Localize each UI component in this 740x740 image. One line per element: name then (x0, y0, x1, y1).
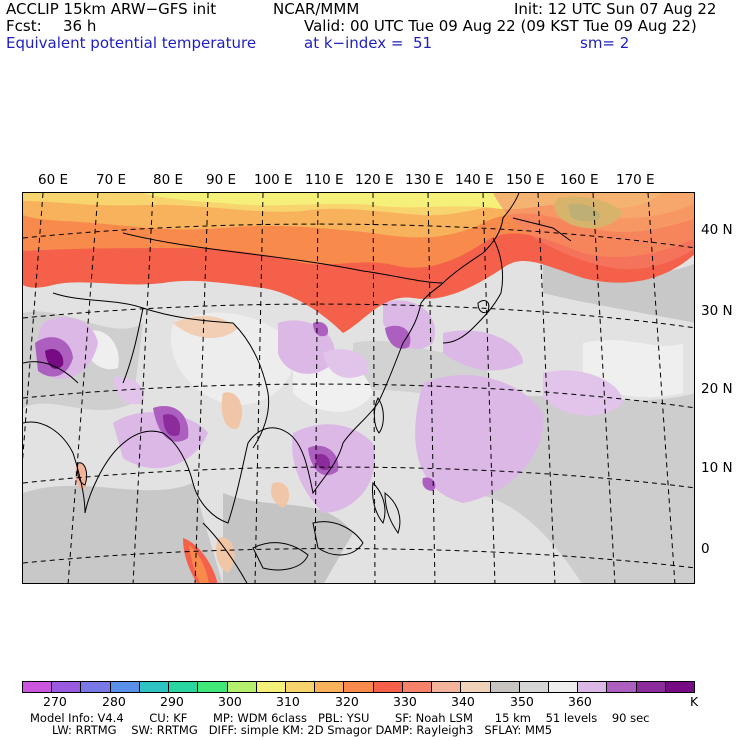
colorbar-swatch (81, 682, 111, 692)
colorbar-swatch (548, 682, 579, 692)
colorbar-swatch (23, 682, 53, 692)
colorbar-swatch (198, 682, 228, 692)
level-index: at k−index = 51 (304, 34, 433, 52)
colorbar (22, 681, 695, 693)
colorbar-tick: 290 (160, 694, 184, 709)
lon-label: 130 E (405, 172, 444, 188)
lon-label: 120 E (355, 172, 394, 188)
lon-label: 100 E (254, 172, 293, 188)
colorbar-tick: 310 (276, 694, 300, 709)
colorbar-swatch (373, 682, 403, 692)
theta-e-field (23, 193, 694, 583)
colorbar-tick: 340 (451, 694, 475, 709)
colorbar-swatch (636, 682, 666, 692)
colorbar-swatch (169, 682, 199, 692)
lon-label: 160 E (560, 172, 599, 188)
colorbar-swatch (607, 682, 637, 692)
lat-label: 20 N (701, 381, 733, 397)
field-name: Equivalent potential temperature (6, 34, 257, 52)
lon-label: 110 E (305, 172, 344, 188)
lon-label: 170 E (616, 172, 655, 188)
lat-label: 40 N (701, 222, 733, 238)
forecast-hour: 36 h (63, 17, 97, 35)
colorbar-unit: K (690, 694, 699, 709)
colorbar-swatch (256, 682, 286, 692)
colorbar-swatch (315, 682, 345, 692)
init-time: Init: 12 UTC Sun 07 Aug 22 (514, 0, 717, 18)
colorbar-swatch (578, 682, 608, 692)
forecast-label: Fcst: (6, 17, 42, 35)
lon-label: 60 E (38, 172, 68, 188)
colorbar-swatch (432, 682, 462, 692)
colorbar-swatch (110, 682, 140, 692)
colorbar-tick: 320 (335, 694, 359, 709)
colorbar-swatch (665, 682, 695, 692)
lon-label: 70 E (96, 172, 126, 188)
colorbar-tick: 350 (510, 694, 534, 709)
colorbar-swatch (227, 682, 257, 692)
colorbar-swatch (285, 682, 316, 692)
lon-label: 80 E (153, 172, 183, 188)
colorbar-tick: 280 (102, 694, 126, 709)
lon-label: 140 E (455, 172, 494, 188)
organization: NCAR/MMM (273, 0, 360, 18)
colorbar-tick: 360 (568, 694, 592, 709)
map-panel (22, 192, 695, 584)
colorbar-tick: 300 (218, 694, 242, 709)
colorbar-swatch (344, 682, 374, 692)
colorbar-swatch (490, 682, 520, 692)
lat-label: 0 (701, 541, 710, 557)
valid-time: Valid: 00 UTC Tue 09 Aug 22 (09 KST Tue … (304, 17, 697, 35)
model-title: ACCLIP 15km ARW−GFS init (6, 0, 217, 18)
model-info-line: Model Info: V4.4 CU: KF MP: WDM 6class P… (30, 711, 650, 725)
colorbar-swatch (52, 682, 82, 692)
colorbar-tick: 270 (43, 694, 67, 709)
smoothing: sm= 2 (580, 34, 630, 52)
lat-label: 30 N (701, 303, 733, 319)
lon-label: 90 E (206, 172, 236, 188)
lon-label: 150 E (506, 172, 545, 188)
colorbar-swatch (402, 682, 433, 692)
colorbar-swatch (139, 682, 170, 692)
colorbar-swatch (461, 682, 491, 692)
physics-info-line: LW: RRTMG SW: RRTMG DIFF: simple KM: 2D … (52, 723, 553, 737)
colorbar-swatch (519, 682, 549, 692)
colorbar-tick: 330 (393, 694, 417, 709)
lat-label: 10 N (701, 460, 733, 476)
